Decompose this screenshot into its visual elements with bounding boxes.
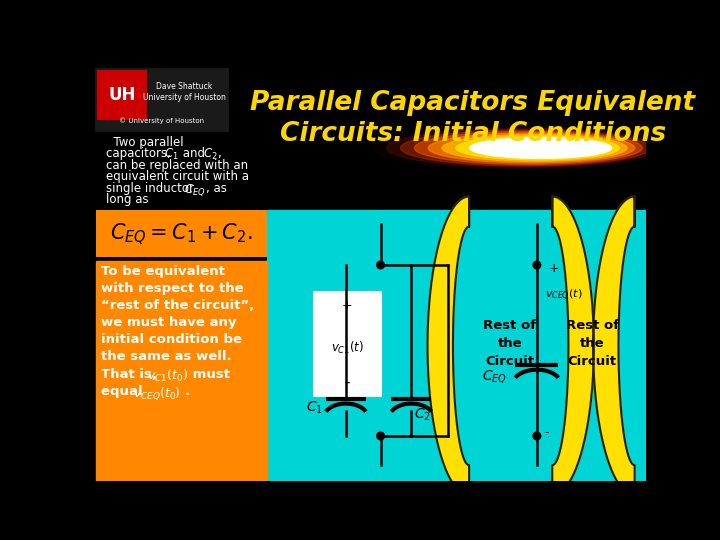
Bar <box>314 292 381 396</box>
Ellipse shape <box>387 129 658 167</box>
Bar <box>98 71 145 119</box>
Text: $v_{C1}(t)$: $v_{C1}(t)$ <box>330 340 364 356</box>
Text: Rest of
the
Circuit: Rest of the Circuit <box>483 319 536 368</box>
Text: and: and <box>179 147 209 160</box>
Bar <box>267 210 647 481</box>
Text: $C_1$: $C_1$ <box>306 400 323 416</box>
Text: ,: , <box>217 147 221 160</box>
Text: Two parallel: Two parallel <box>106 136 184 148</box>
Text: we must have any: we must have any <box>101 316 237 329</box>
Text: -: - <box>344 375 350 389</box>
Circle shape <box>377 432 384 440</box>
Polygon shape <box>593 197 634 495</box>
Text: Circuits: Initial Conditions: Circuits: Initial Conditions <box>280 121 666 147</box>
Text: University of Houston: University of Houston <box>143 93 225 102</box>
Text: Dave Shattuck: Dave Shattuck <box>156 82 212 91</box>
Text: equivalent circuit with a: equivalent circuit with a <box>106 170 248 183</box>
Text: must: must <box>188 368 230 381</box>
Text: $v_{C1}(t_0)$: $v_{C1}(t_0)$ <box>148 368 188 384</box>
Bar <box>96 69 227 130</box>
Text: equal: equal <box>101 385 148 398</box>
Circle shape <box>377 261 384 269</box>
Text: $C_2$: $C_2$ <box>414 406 431 423</box>
Text: , as: , as <box>206 182 227 195</box>
Ellipse shape <box>428 133 634 163</box>
Bar <box>96 210 266 257</box>
Text: .: . <box>184 385 189 398</box>
Text: $C_{EQ}$: $C_{EQ}$ <box>184 182 206 198</box>
Ellipse shape <box>400 130 650 166</box>
Text: the same as well.: the same as well. <box>101 350 232 363</box>
Text: © University of Houston: © University of Houston <box>119 117 204 124</box>
Text: -: - <box>544 426 549 438</box>
Text: $C_1$: $C_1$ <box>164 147 179 163</box>
Text: long as: long as <box>106 193 148 206</box>
Bar <box>96 261 266 481</box>
Text: UH: UH <box>108 86 135 104</box>
Text: capacitors,: capacitors, <box>106 147 174 160</box>
Text: with respect to the: with respect to the <box>101 282 243 295</box>
Text: +: + <box>342 299 352 312</box>
Text: +: + <box>549 262 559 275</box>
Text: $v_{CEQ}(t_0)$: $v_{CEQ}(t_0)$ <box>133 385 181 402</box>
Ellipse shape <box>373 127 665 169</box>
Text: To be equivalent: To be equivalent <box>101 265 225 278</box>
Polygon shape <box>552 197 594 495</box>
Text: $v_{CEQ}(t)$: $v_{CEQ}(t)$ <box>544 288 582 303</box>
Text: “rest of the circuit”,: “rest of the circuit”, <box>101 299 254 312</box>
Polygon shape <box>428 197 469 495</box>
Text: Parallel Capacitors Equivalent: Parallel Capacitors Equivalent <box>251 90 696 116</box>
Text: single inductor: single inductor <box>106 182 197 195</box>
Ellipse shape <box>456 136 619 160</box>
Circle shape <box>533 432 541 440</box>
Text: $C_2$: $C_2$ <box>204 147 218 163</box>
Text: can be replaced with an: can be replaced with an <box>106 159 248 172</box>
Text: Rest of
the
Circuit: Rest of the Circuit <box>566 319 619 368</box>
Ellipse shape <box>442 134 627 161</box>
Circle shape <box>533 261 541 269</box>
Text: $C_{EQ}$: $C_{EQ}$ <box>482 368 508 385</box>
Text: $C_{EQ} = C_1 + C_2.$: $C_{EQ} = C_1 + C_2.$ <box>110 221 253 247</box>
Ellipse shape <box>415 131 642 165</box>
Text: That is,: That is, <box>101 368 162 381</box>
Ellipse shape <box>470 138 611 158</box>
Text: initial condition be: initial condition be <box>101 333 242 346</box>
